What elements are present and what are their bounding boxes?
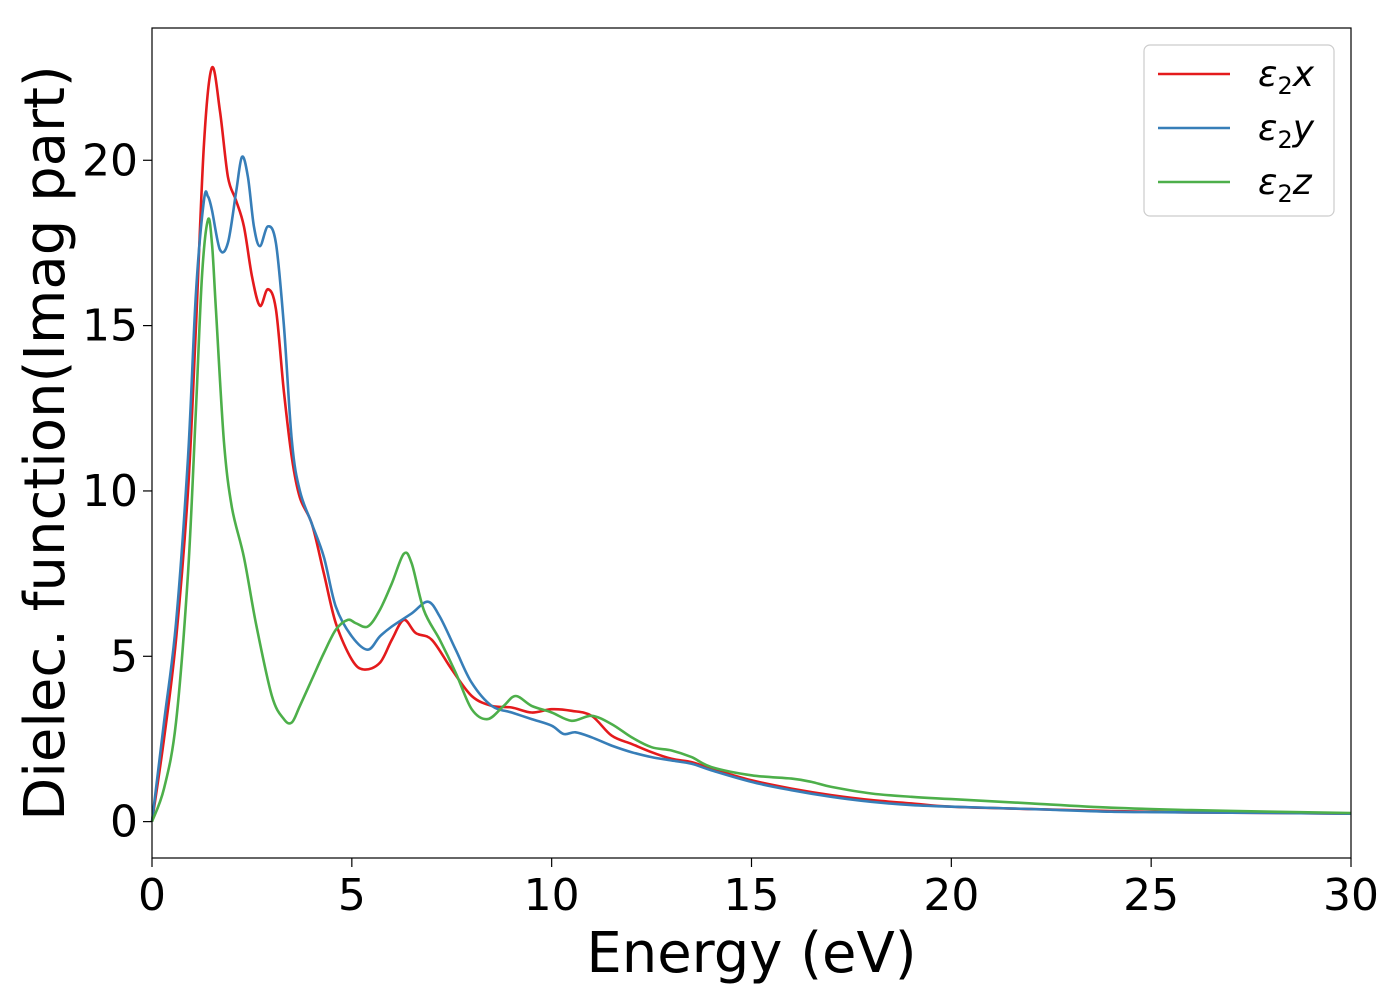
y-tick-label: 15	[82, 301, 138, 352]
series-line-z	[150, 217, 1352, 823]
y-axis-label: Dielec. function(Imag part)	[13, 65, 78, 821]
series-line-y	[150, 155, 1352, 822]
x-axis: 0 5 10 15 20 25 30	[138, 858, 1379, 921]
y-tick-label: 20	[82, 135, 138, 186]
legend-box	[1143, 44, 1335, 217]
y-tick-label: 5	[110, 631, 138, 682]
plot-lines	[150, 65, 1352, 823]
x-tick-label: 0	[138, 870, 166, 921]
x-tick-label: 25	[1123, 870, 1179, 921]
legend-label-z: ε2z	[1258, 162, 1313, 208]
legend: ε2x ε2y ε2z	[1143, 44, 1335, 217]
x-tick-label: 20	[923, 870, 979, 921]
y-tick-label: 10	[82, 466, 138, 517]
x-tick-label: 5	[338, 870, 366, 921]
x-tick-label: 15	[724, 870, 780, 921]
y-axis: 0 5 10 15 20	[82, 135, 152, 848]
legend-label-x: ε2x	[1258, 54, 1315, 100]
x-tick-label: 10	[524, 870, 580, 921]
legend-label-y: ε2y	[1258, 108, 1315, 154]
x-tick-label: 30	[1323, 870, 1379, 921]
x-axis-label: Energy (eV)	[586, 921, 916, 986]
y-tick-label: 0	[110, 797, 138, 848]
